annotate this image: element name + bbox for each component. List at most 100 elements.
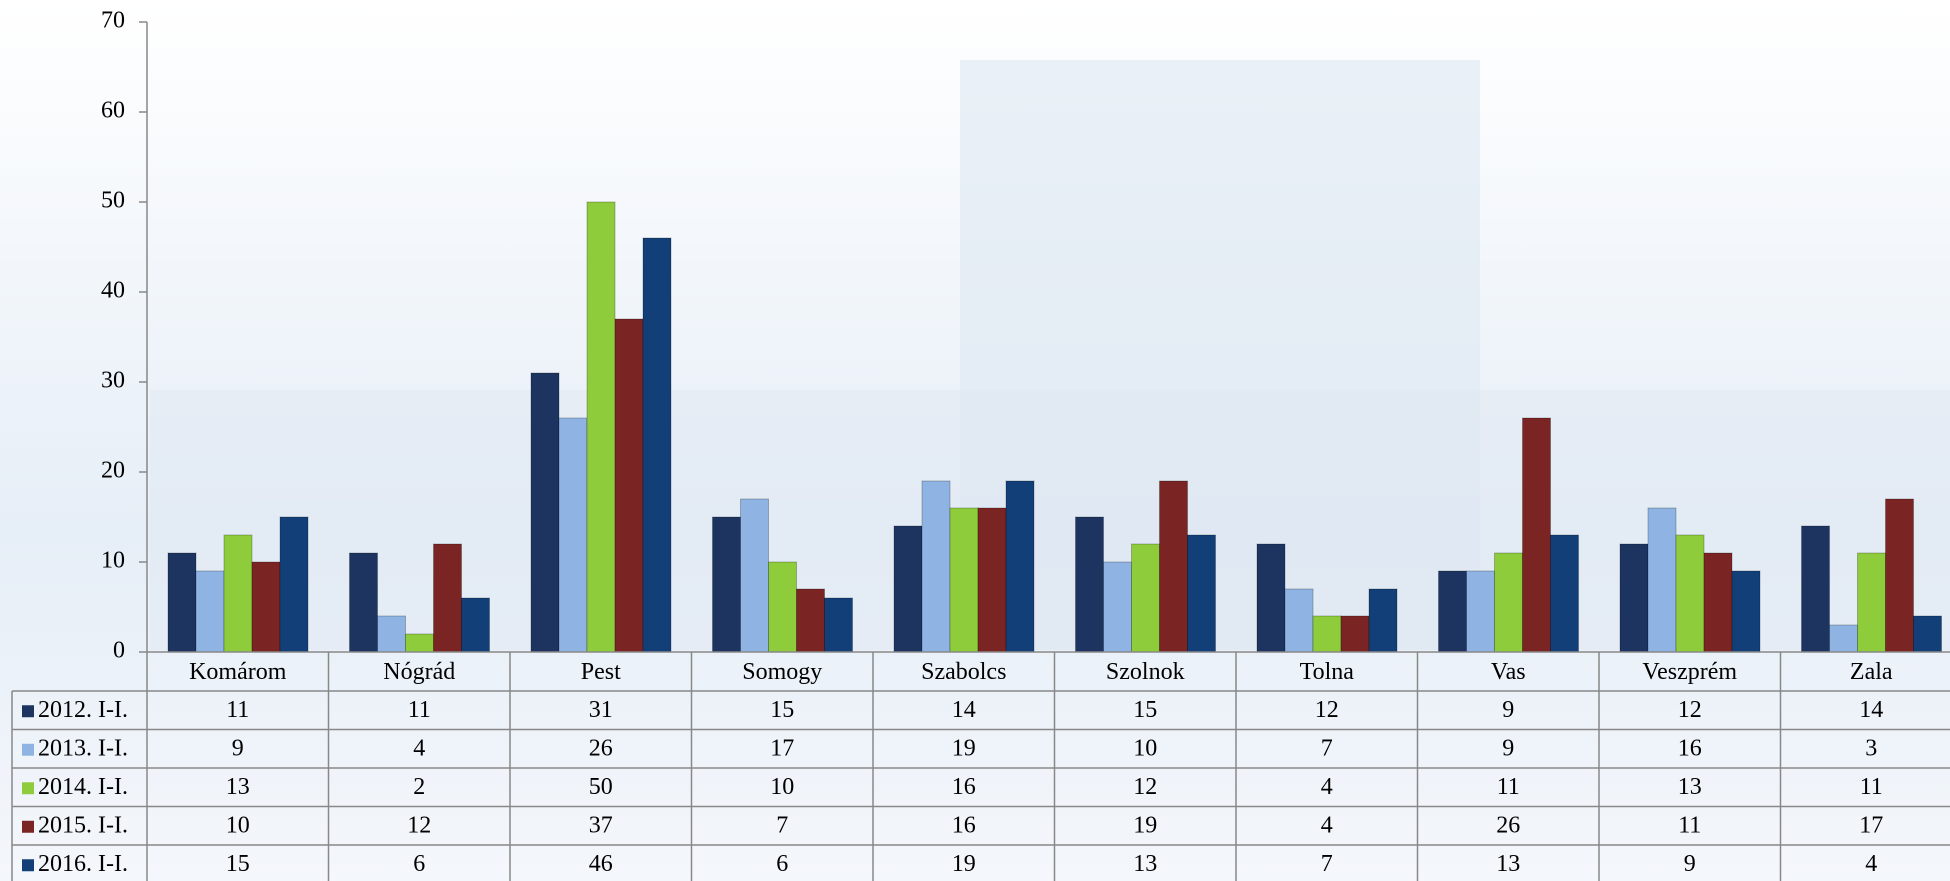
bar xyxy=(1494,552,1523,653)
bar xyxy=(1131,543,1160,653)
data-label: 10 xyxy=(770,774,794,800)
bar xyxy=(949,507,979,653)
bar xyxy=(223,534,253,653)
bar xyxy=(1312,615,1342,653)
bar xyxy=(530,372,560,653)
data-label: 7 xyxy=(1321,851,1333,877)
data-label: 4 xyxy=(413,735,425,761)
bar xyxy=(1675,534,1705,653)
data-label: 11 xyxy=(1497,774,1520,800)
legend-swatch xyxy=(22,782,34,795)
x-tick-label: Veszprém xyxy=(1642,659,1737,685)
data-label: 16 xyxy=(1678,735,1702,761)
data-label: 10 xyxy=(226,812,250,838)
x-tick-label: Zala xyxy=(1850,659,1893,685)
data-label: 12 xyxy=(1678,697,1702,723)
data-label: 19 xyxy=(1133,812,1157,838)
data-label: 4 xyxy=(1865,851,1877,877)
data-label: 3 xyxy=(1865,735,1877,761)
bar xyxy=(1731,570,1761,653)
bar xyxy=(433,543,462,653)
data-label: 10 xyxy=(1133,735,1157,761)
bar xyxy=(824,597,853,653)
data-label: 9 xyxy=(1502,697,1514,723)
y-tick-label: 10 xyxy=(101,548,125,574)
bar xyxy=(1103,561,1132,653)
legend-swatch xyxy=(22,820,34,833)
bar xyxy=(712,516,741,653)
data-label: 12 xyxy=(1315,697,1339,723)
bar xyxy=(740,498,769,653)
data-label: 13 xyxy=(1678,774,1702,800)
data-label: 11 xyxy=(408,697,431,723)
legend-label: 2015. I-I. xyxy=(38,812,128,838)
bar xyxy=(1885,498,1914,653)
bar xyxy=(768,561,797,653)
legend-label: 2014. I-I. xyxy=(38,774,128,800)
bar xyxy=(1647,507,1677,653)
legend-label: 2013. I-I. xyxy=(38,735,128,761)
bar xyxy=(1256,543,1286,653)
x-tick-label: Szabolcs xyxy=(921,659,1006,685)
bar xyxy=(558,417,588,653)
bar xyxy=(1187,534,1216,653)
bar xyxy=(195,570,225,653)
y-tick-label: 40 xyxy=(101,278,125,304)
data-label: 19 xyxy=(952,735,976,761)
bar xyxy=(893,525,923,653)
data-label: 14 xyxy=(952,697,976,723)
bar xyxy=(1368,588,1398,653)
data-label: 26 xyxy=(1496,812,1520,838)
data-label: 7 xyxy=(1321,735,1333,761)
bar xyxy=(1466,570,1495,653)
bar xyxy=(586,201,616,653)
data-label: 12 xyxy=(407,812,431,838)
data-label: 12 xyxy=(1133,774,1157,800)
data-label: 14 xyxy=(1859,697,1883,723)
data-label: 15 xyxy=(770,697,794,723)
x-tick-label: Tolna xyxy=(1300,659,1355,685)
bar xyxy=(461,597,490,653)
data-label: 11 xyxy=(1678,812,1701,838)
bar xyxy=(1159,480,1188,653)
bar xyxy=(1857,552,1886,653)
bar xyxy=(1438,570,1467,653)
data-label: 19 xyxy=(952,851,976,877)
data-label: 17 xyxy=(770,735,794,761)
bar xyxy=(1550,534,1579,653)
legend-label: 2016. I-I. xyxy=(38,851,128,877)
bar xyxy=(1075,516,1104,653)
y-tick-label: 70 xyxy=(101,8,125,34)
bar xyxy=(251,561,281,653)
data-label: 6 xyxy=(776,851,788,877)
y-tick-label: 60 xyxy=(101,98,125,124)
data-label: 50 xyxy=(589,774,613,800)
data-label: 46 xyxy=(589,851,613,877)
x-tick-label: Somogy xyxy=(742,659,822,685)
data-label: 15 xyxy=(1133,697,1157,723)
data-label: 9 xyxy=(232,735,244,761)
data-label: 11 xyxy=(1860,774,1883,800)
data-label: 16 xyxy=(952,812,976,838)
data-label: 26 xyxy=(589,735,613,761)
y-tick-label: 50 xyxy=(101,188,125,214)
bar xyxy=(1801,525,1830,653)
bar xyxy=(377,615,406,653)
data-label: 13 xyxy=(1133,851,1157,877)
bar xyxy=(1340,615,1370,653)
legend-label: 2012. I-I. xyxy=(38,697,128,723)
bar xyxy=(796,588,825,653)
legend-swatch xyxy=(22,743,34,756)
bar xyxy=(1703,552,1733,653)
data-label: 17 xyxy=(1859,812,1883,838)
bar xyxy=(349,552,378,653)
bar xyxy=(167,552,197,653)
bar xyxy=(1284,588,1314,653)
data-label: 15 xyxy=(226,851,250,877)
bar xyxy=(921,480,951,653)
y-tick-label: 30 xyxy=(101,368,125,394)
x-tick-label: Pest xyxy=(581,659,621,685)
x-tick-label: Nógrád xyxy=(383,659,455,685)
data-label: 13 xyxy=(226,774,250,800)
